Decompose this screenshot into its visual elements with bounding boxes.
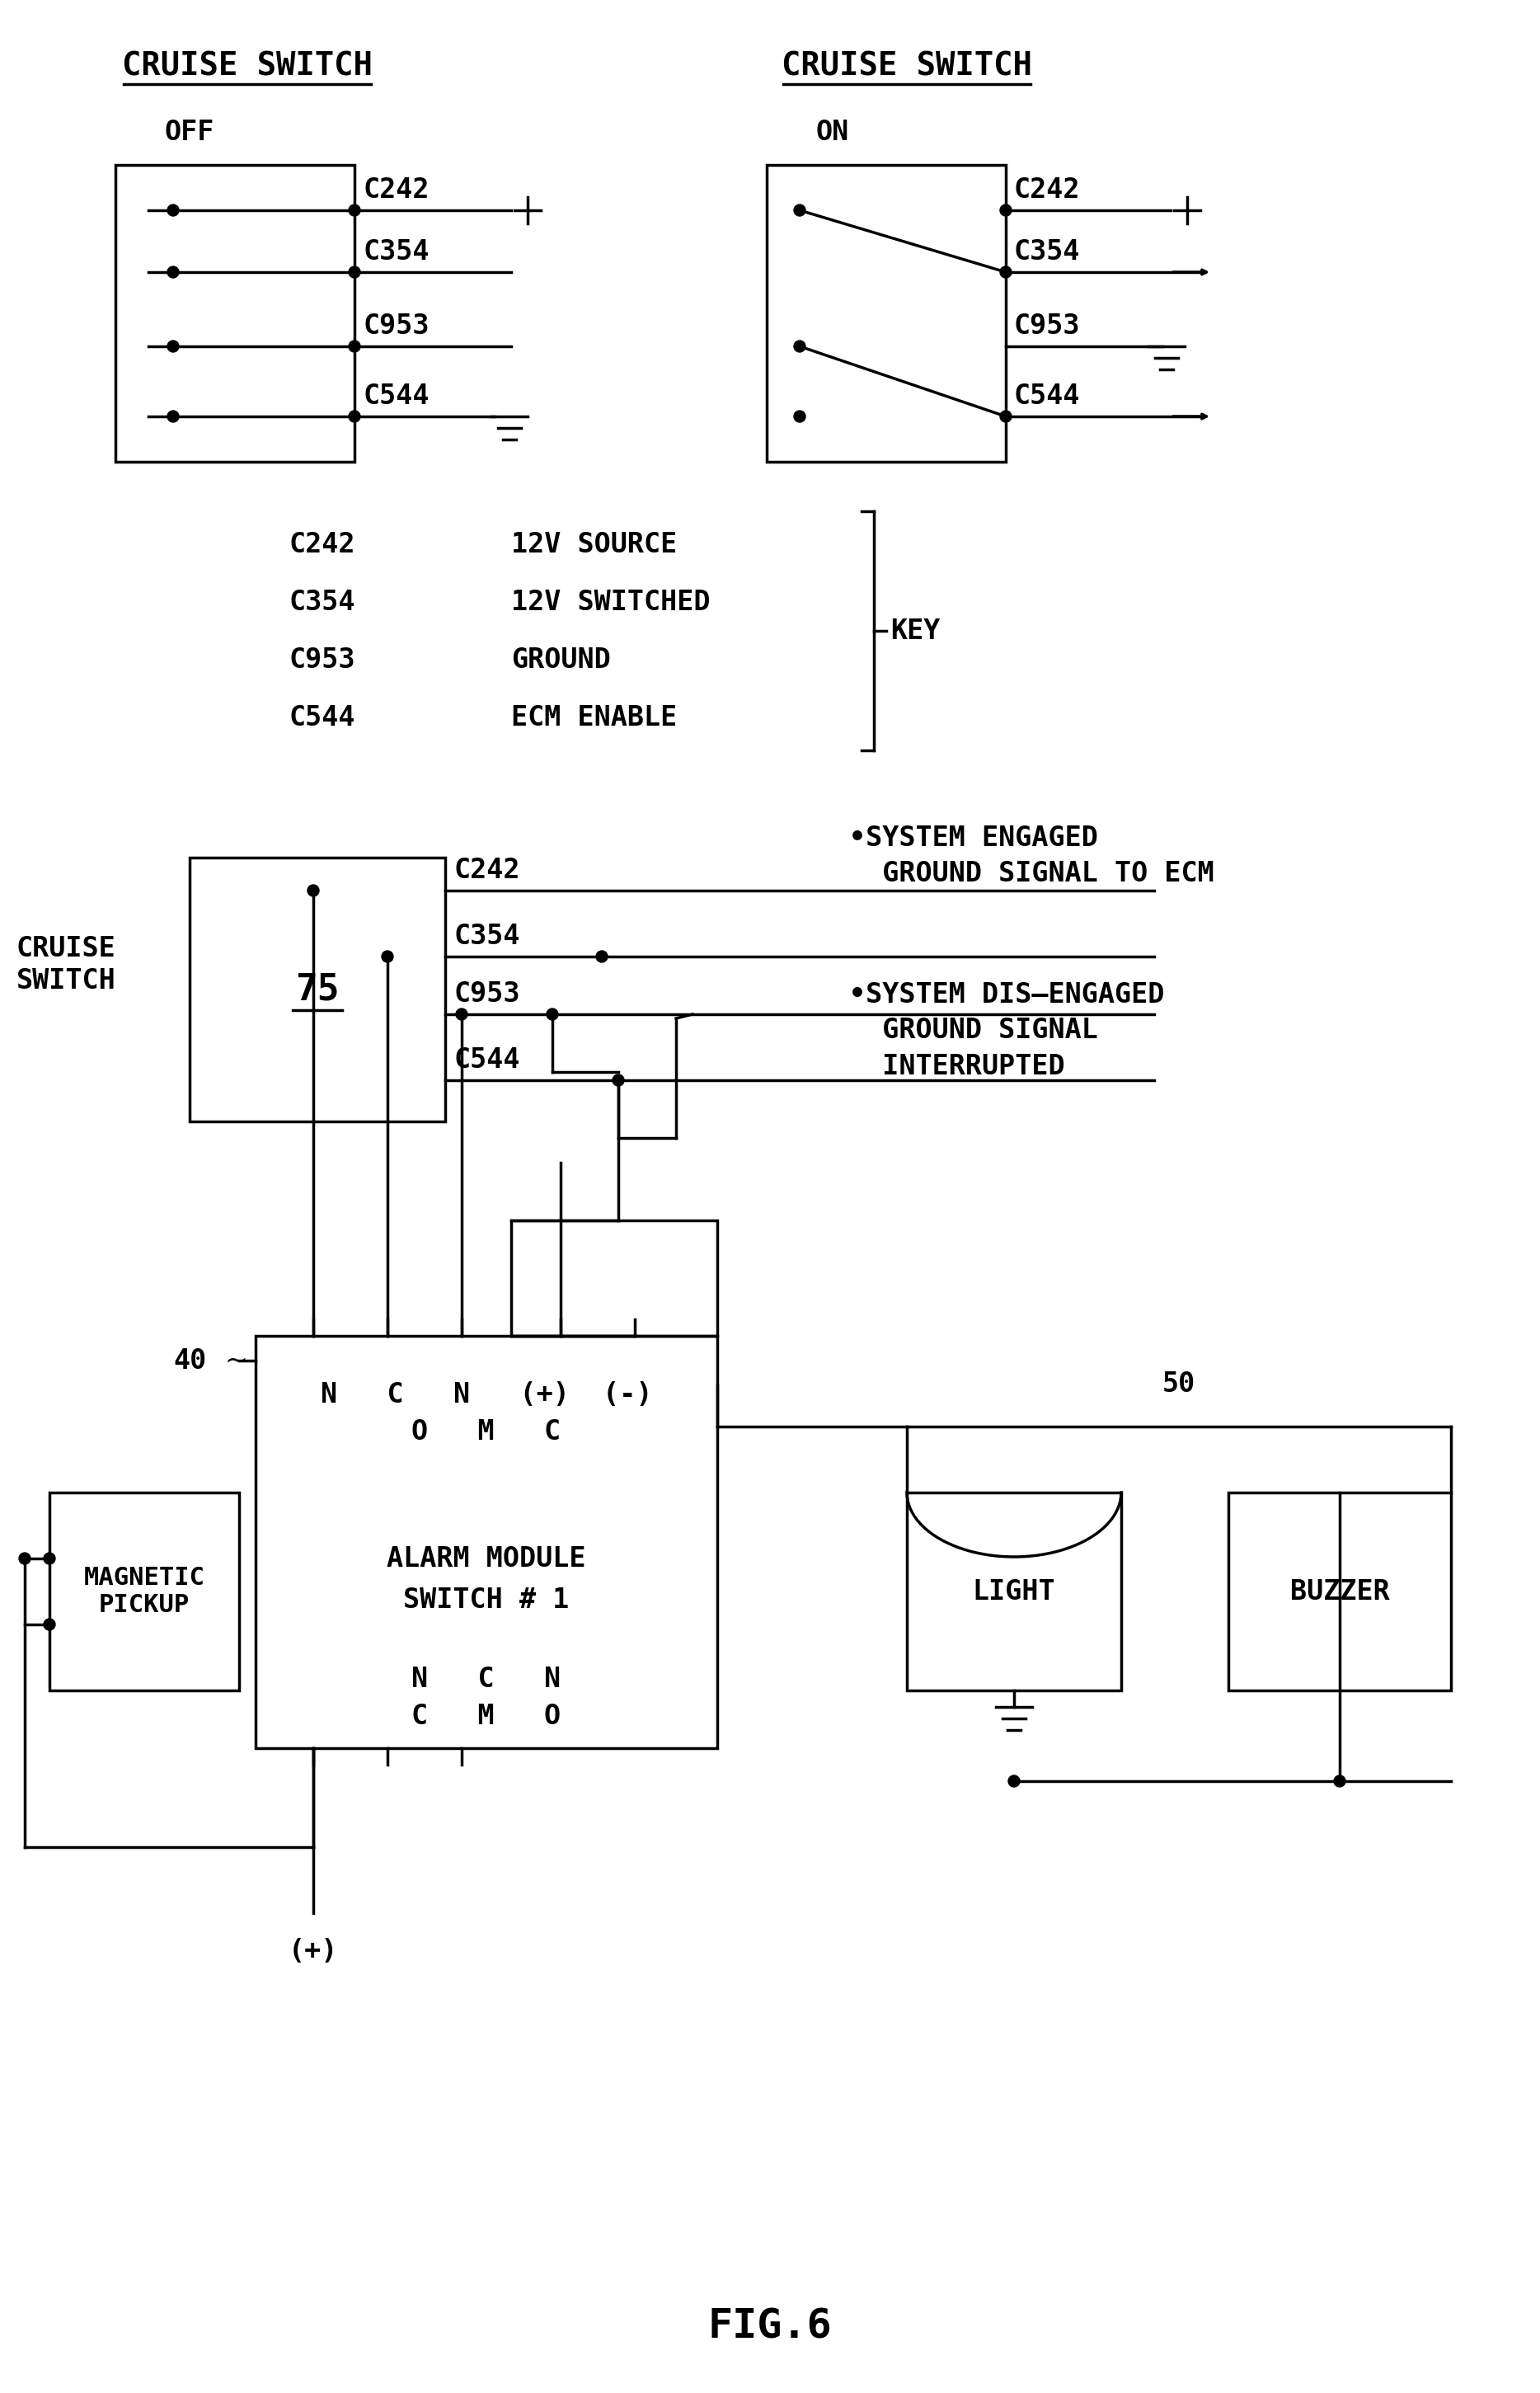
Circle shape [999,412,1012,421]
Circle shape [999,266,1012,278]
Text: ALARM MODULE: ALARM MODULE [387,1546,585,1572]
Bar [511,1220,718,1335]
Bar [256,1335,718,1749]
Text: C544: C544 [1013,383,1081,409]
Circle shape [43,1618,55,1630]
Text: N   C   N   (+)  (-): N C N (+) (-) [320,1381,653,1409]
Text: C953: C953 [453,981,521,1007]
Text: 12V SWITCHED: 12V SWITCHED [511,589,710,615]
Text: SWITCH # 1: SWITCH # 1 [403,1587,570,1613]
Text: •SYSTEM DIS–ENGAGED
  GROUND SIGNAL
  INTERRUPTED: •SYSTEM DIS–ENGAGED GROUND SIGNAL INTERR… [849,981,1164,1079]
Circle shape [168,412,179,421]
Circle shape [547,1007,557,1019]
Text: MAGNETIC
PICKUP: MAGNETIC PICKUP [83,1565,205,1618]
Text: O   M   C: O M C [411,1419,561,1445]
Text: C242: C242 [363,177,430,203]
Text: ON: ON [816,117,849,146]
Circle shape [1334,1776,1346,1788]
Text: C953: C953 [288,646,354,672]
Text: C354: C354 [453,924,521,950]
Circle shape [168,203,179,215]
Text: KEY: KEY [890,617,939,644]
Bar [49,1493,239,1689]
Bar [767,165,1006,462]
Circle shape [348,203,360,215]
Circle shape [348,340,360,352]
Circle shape [168,340,179,352]
Text: 12V SOURCE: 12V SOURCE [511,531,678,558]
Circle shape [795,203,805,215]
Text: 40: 40 [172,1347,206,1374]
Text: 50: 50 [1163,1371,1195,1398]
Text: C544: C544 [363,383,430,409]
Circle shape [18,1553,31,1565]
Text: BUZZER: BUZZER [1291,1577,1389,1606]
Circle shape [382,950,393,962]
Text: C953: C953 [1013,313,1081,340]
Text: C354: C354 [1013,239,1081,266]
Circle shape [613,1074,624,1086]
Text: C242: C242 [1013,177,1081,203]
Circle shape [348,412,360,421]
Circle shape [456,1007,468,1019]
Text: GROUND: GROUND [511,646,611,672]
Text: C242: C242 [453,857,521,883]
Text: CRUISE
SWITCH: CRUISE SWITCH [17,936,116,993]
Bar [116,165,354,462]
Circle shape [43,1553,55,1565]
Bar [1229,1493,1451,1689]
Text: N   C   N: N C N [411,1666,561,1692]
Text: C953: C953 [363,313,430,340]
Circle shape [348,266,360,278]
Circle shape [795,412,805,421]
Bar [907,1493,1121,1689]
Text: C242: C242 [288,531,354,558]
Circle shape [168,266,179,278]
Bar [189,857,445,1122]
Text: 75: 75 [296,972,339,1007]
Text: C   M   O: C M O [411,1704,561,1730]
Circle shape [308,885,319,897]
Text: OFF: OFF [165,117,214,146]
Text: •SYSTEM ENGAGED
  GROUND SIGNAL TO ECM: •SYSTEM ENGAGED GROUND SIGNAL TO ECM [849,826,1214,888]
Circle shape [795,340,805,352]
Text: CRUISE SWITCH: CRUISE SWITCH [122,50,373,81]
Text: C544: C544 [453,1046,521,1074]
Circle shape [999,203,1012,215]
Text: CRUISE SWITCH: CRUISE SWITCH [782,50,1032,81]
Text: C544: C544 [288,704,354,730]
Text: C354: C354 [288,589,354,615]
Circle shape [1009,1776,1019,1788]
Text: LIGHT: LIGHT [973,1577,1055,1606]
Circle shape [596,950,608,962]
Text: (+): (+) [288,1938,339,1965]
Text: C354: C354 [363,239,430,266]
Text: ECM ENABLE: ECM ENABLE [511,704,678,730]
Text: ~: ~ [225,1347,248,1374]
Text: FIG.6: FIG.6 [708,2307,832,2348]
